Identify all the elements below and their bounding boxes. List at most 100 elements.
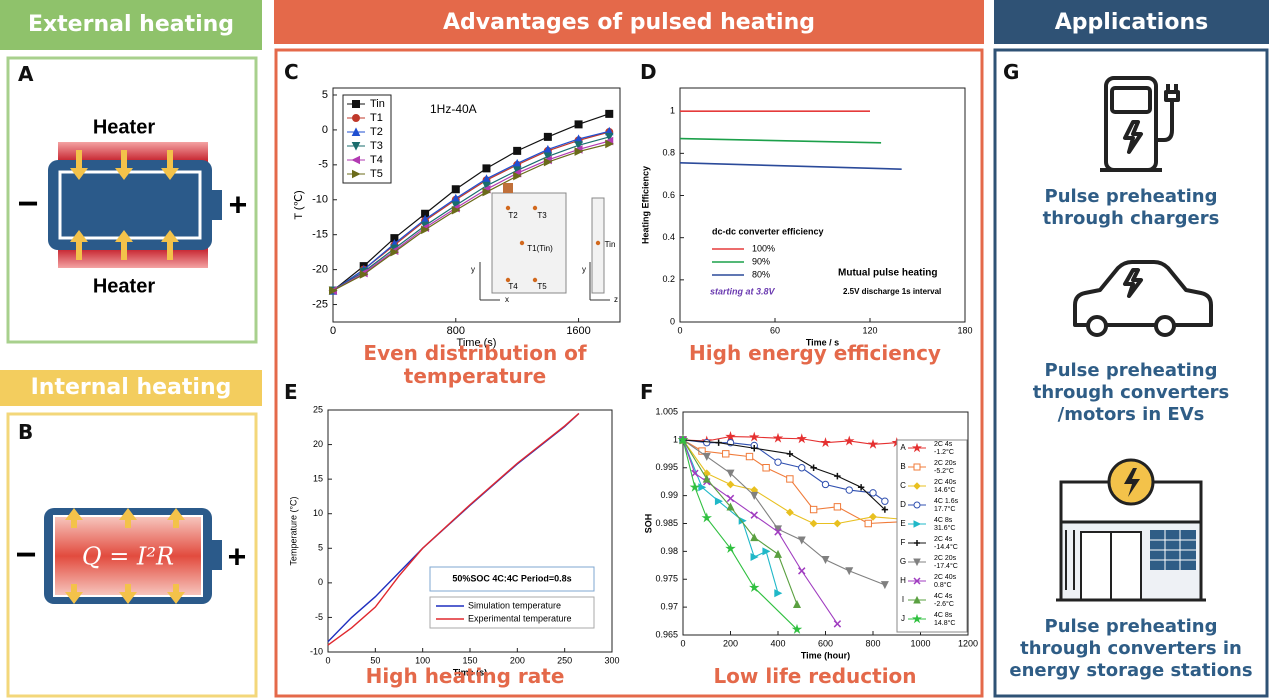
legend-label: -5.2°C [934,467,954,475]
x-axis-label: Time (s) [453,667,487,677]
x-tick-label: 800 [447,325,465,337]
y-axis-label: Heating Efficiency [640,166,650,244]
y-tick-label: -20 [312,264,328,276]
marker [359,270,369,279]
legend-label: -2.6°C [934,600,954,608]
marker [864,519,872,528]
legend-label: 2C 4s [934,536,953,543]
y-tick-label: 0.98 [660,546,678,556]
marker [797,536,806,545]
y-tick-label: -5 [315,612,323,622]
sensor-dot [505,205,511,211]
marker [750,491,759,500]
marker [689,481,701,492]
y-tick-label: 0.985 [655,518,678,528]
legend-label: T5 [370,168,383,180]
inset-side [591,197,605,294]
annotation: starting at 3.8V [710,286,776,296]
series-line [682,439,921,525]
marker [844,435,855,446]
y-tick-label: 0.97 [660,602,678,612]
legend-label: 2C 40s [934,574,957,581]
series-line [332,143,610,292]
legend-label: 4C 8s [934,517,953,524]
panel-label: E [284,380,298,404]
panel-label: A [18,62,34,86]
legend-label: 100% [752,243,775,253]
marker [833,503,842,511]
heater-label: Heater [93,116,155,138]
marker [714,497,723,506]
y-tick-label: 1 [670,106,675,116]
legend-marker [351,142,361,151]
inset-label: T3 [537,211,547,220]
y-tick-label: 0.8 [662,148,675,158]
marker [421,225,430,235]
inset-label: x [505,295,509,304]
marker [750,511,758,519]
marker [773,525,783,534]
legend-label: T1 [370,112,383,124]
y-tick-label: 0 [670,316,675,326]
marker [792,600,802,609]
y-tick-label: -10 [310,646,323,656]
marker [543,152,553,162]
minus: − [15,534,36,575]
caption: High heating rate [365,664,565,688]
marker [482,181,491,191]
series-line [679,137,882,144]
legend-marker [911,442,923,453]
marker [834,472,841,480]
marker [833,519,842,528]
series-line [682,439,886,510]
y-tick-label: 0.2 [662,274,675,284]
legend-marker [913,558,921,567]
marker [881,506,889,513]
y-tick-label: 0.965 [655,629,678,639]
legend-box [429,596,595,629]
charger-icon [1100,76,1180,172]
legend-marker [352,169,361,179]
x-tick-label: 60 [770,325,780,335]
x-tick-label: 400 [770,638,785,648]
legend-label: Experimental temperature [468,613,572,623]
y-tick-label: 0.99 [660,490,678,500]
inset-tab [503,183,513,193]
marker [390,247,400,257]
legend-label: T2 [370,126,383,138]
battery [48,160,212,250]
y-tick-label: 0.995 [655,462,678,472]
legend-letter: G [900,557,906,566]
x-axis-label: Time (s) [457,337,497,349]
marker [726,502,735,511]
legend-marker [913,463,921,471]
marker [786,475,794,483]
x-tick-label: 150 [462,655,477,665]
marker [482,187,492,197]
marker [605,139,614,149]
section-title: Advantages of pulsed heating [442,10,816,35]
marker [791,623,803,634]
legend-label: -17.4°C [934,562,958,570]
legend-label: 2C 4s [934,441,953,448]
legend-label: 90% [752,256,770,266]
legend-label: -14.4°C [934,543,958,551]
y-tick-label: 15 [313,474,323,484]
x-tick-label: 180 [957,325,972,335]
sensor-dot [532,205,538,211]
legend-letter: D [900,500,906,509]
x-tick-label: 800 [865,638,880,648]
y-tick-label: 0.4 [662,232,675,242]
series-line [332,130,610,292]
series-line [682,439,798,605]
marker [857,484,865,491]
marker [702,452,711,461]
marker [726,469,735,478]
section-title: External heating [27,12,235,37]
marker [574,141,583,150]
marker [543,157,553,167]
y-tick-label: 0.975 [655,574,678,584]
arrows [70,150,179,260]
y-tick-label: -25 [312,298,328,310]
